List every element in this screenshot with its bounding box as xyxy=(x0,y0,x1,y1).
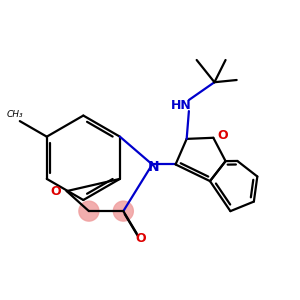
Text: O: O xyxy=(136,232,146,245)
Circle shape xyxy=(79,201,99,221)
Text: O: O xyxy=(50,184,61,198)
Text: CH₃: CH₃ xyxy=(7,110,24,119)
Text: O: O xyxy=(217,129,227,142)
Text: HN: HN xyxy=(171,99,191,112)
Text: N: N xyxy=(148,160,159,174)
Circle shape xyxy=(113,201,133,221)
